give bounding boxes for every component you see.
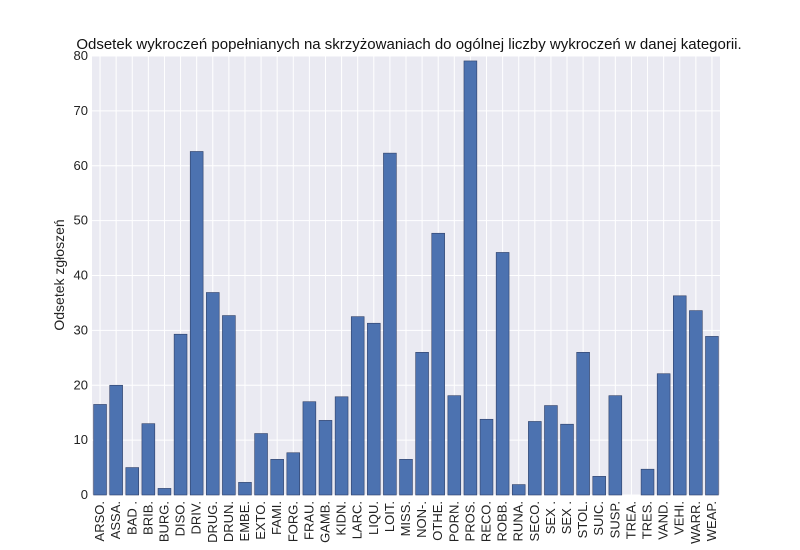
x-tick-label: STOL.: [575, 501, 590, 538]
bar: [576, 352, 590, 496]
y-tick-label: 30: [74, 322, 88, 337]
y-tick-label: 60: [74, 158, 88, 173]
x-tick-label: FRAU.: [301, 501, 316, 540]
y-tick-label: 80: [74, 48, 88, 63]
x-tick-label: TRES.: [640, 501, 655, 539]
bars: [93, 60, 719, 496]
x-tick-label: KIDN.: [334, 501, 349, 536]
x-tick-label: BURG.: [156, 501, 171, 542]
x-tick-label: ROBB.: [495, 501, 510, 541]
x-tick-label: DRIV.: [189, 501, 204, 534]
x-axis-ticks: ARSO. ASSA. BAD . BRIB. BURG. DISO. DRIV. DRUG.…: [92, 501, 719, 544]
bar: [206, 292, 220, 496]
bar: [640, 468, 655, 496]
x-tick-label: RUNA.: [511, 501, 526, 541]
y-tick-label: 10: [74, 432, 88, 447]
y-axis-ticks: 0 10 20 30 40 50 60 70 80: [74, 48, 88, 502]
y-tick-label: 0: [81, 487, 88, 502]
x-tick-label: BAD .: [124, 501, 139, 535]
y-tick-label: 40: [74, 268, 88, 283]
bar: [125, 467, 139, 496]
x-tick-label: EXTO.: [253, 501, 268, 540]
bar: [350, 316, 365, 496]
x-tick-label: PORN.: [446, 501, 461, 542]
bar: [222, 315, 236, 496]
x-tick-label: TREA.: [623, 501, 638, 539]
y-tick-label: 70: [74, 103, 88, 118]
x-tick-label: OTHE.: [430, 501, 445, 541]
bar: [157, 488, 172, 496]
bar: [302, 401, 317, 496]
x-tick-label: DRUG.: [205, 501, 220, 543]
x-tick-label: GAMB.: [317, 501, 332, 543]
bar: [270, 459, 284, 496]
x-tick-label: LIQU.: [366, 501, 381, 535]
bar: [93, 404, 107, 496]
bar: [479, 418, 494, 496]
x-tick-label: NON-.: [414, 501, 429, 538]
x-tick-label: EMBE.: [237, 501, 252, 541]
bar: [399, 459, 413, 496]
chart-title: Odsetek wykroczeń popełnianych na skrzyż…: [76, 36, 741, 53]
bar: [495, 252, 510, 496]
x-tick-label: FORG.: [285, 501, 300, 542]
x-tick-label: SUIC.: [591, 501, 606, 536]
bar: [173, 333, 188, 496]
x-tick-label: DISO.: [173, 501, 188, 536]
bar: [367, 322, 381, 496]
bar: [318, 420, 333, 496]
bar: [415, 352, 429, 496]
x-tick-label: ASSA.: [108, 501, 123, 539]
bar: [447, 395, 462, 496]
bar: [286, 452, 301, 496]
bar: [141, 423, 156, 496]
bar: [705, 336, 719, 496]
bar: [544, 405, 558, 496]
x-tick-label: RECO.: [479, 501, 494, 542]
y-axis-label: Odsetek zgłoszeń: [51, 219, 67, 330]
x-tick-label: SUSP.: [607, 501, 622, 538]
y-tick-label: 50: [74, 213, 88, 228]
bar: [238, 482, 252, 496]
bar: [334, 396, 349, 496]
x-tick-label: VEHI.: [672, 501, 687, 535]
bar: [528, 421, 542, 496]
x-tick-label: ARSO.: [92, 501, 107, 541]
bar: [656, 373, 671, 496]
x-tick-label: VAND.: [656, 501, 671, 540]
bar: [254, 433, 268, 496]
x-tick-label: SEX .: [559, 501, 574, 534]
x-tick-label: SEX .: [543, 501, 558, 534]
x-tick-label: DRUN.: [221, 501, 236, 542]
bar: [560, 423, 574, 496]
bar: [592, 476, 606, 496]
x-tick-label: MISS.: [398, 501, 413, 536]
bar: [511, 484, 526, 496]
x-tick-label: BRIB.: [140, 501, 155, 535]
x-tick-label: FAMI.: [269, 501, 284, 535]
x-tick-label: LOIT.: [382, 501, 397, 532]
bar: [463, 60, 478, 496]
bar: [383, 152, 397, 496]
bar: [109, 384, 123, 496]
bar: [673, 295, 687, 496]
x-tick-label: PROS.: [462, 501, 477, 541]
x-tick-label: WEAP.: [704, 501, 719, 541]
bar: [689, 310, 703, 496]
bar: [608, 395, 623, 496]
bar: [431, 232, 445, 496]
x-tick-label: LARC.: [350, 501, 365, 539]
y-tick-label: 20: [74, 377, 88, 392]
x-tick-label: WARR.: [688, 501, 703, 544]
bar: [189, 151, 204, 496]
x-tick-label: SECO.: [527, 501, 542, 541]
